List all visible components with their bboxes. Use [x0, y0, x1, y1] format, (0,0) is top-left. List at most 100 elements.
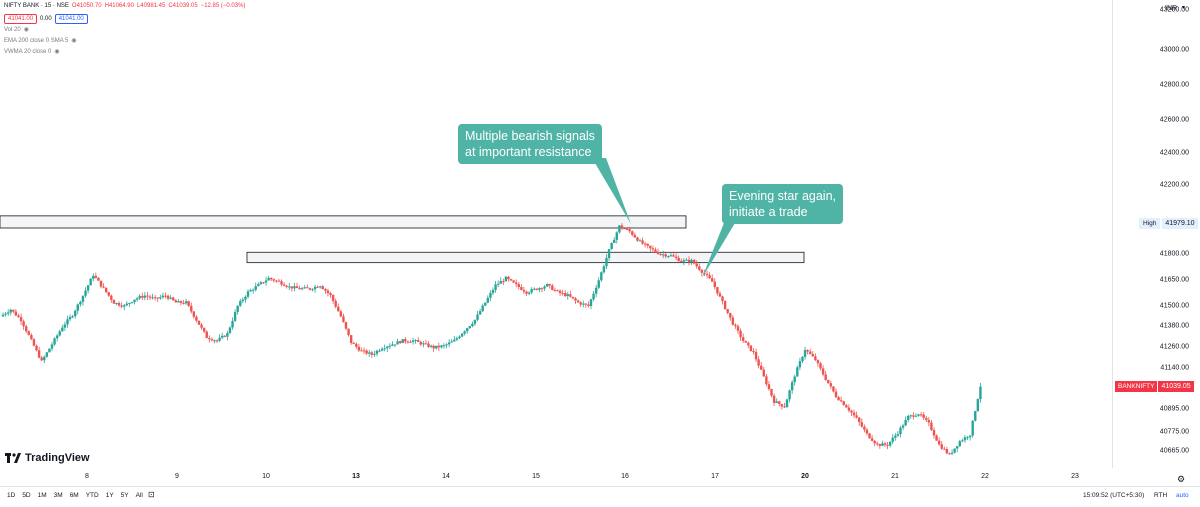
price-axis[interactable]: INR ▾ 43200.00 43000.00 42800.00 42600.00 42…: [1112, 0, 1200, 484]
trade-panel: 41041.00 0.00 41041.00: [4, 14, 88, 24]
candle-body: [698, 266, 701, 270]
candle-body: [945, 449, 949, 454]
candle-body: [643, 243, 647, 245]
candle-body: [837, 397, 840, 401]
candle-body: [422, 343, 425, 345]
candle-body: [432, 345, 435, 349]
clock-text: 15:09:52 (UTC+5:30): [1083, 492, 1145, 499]
candle-body: [961, 440, 964, 442]
candle-body: [233, 312, 237, 321]
currency-label[interactable]: INR: [1165, 5, 1178, 12]
timeframe-button[interactable]: 1M: [37, 492, 47, 499]
candle-body: [584, 303, 588, 305]
resistance-zone[interactable]: [246, 251, 805, 264]
buy-button[interactable]: 41041.00: [54, 14, 88, 24]
timeframe-button[interactable]: 6M: [69, 492, 79, 499]
timeframe-button[interactable]: YTD: [85, 492, 99, 499]
candle-body: [259, 282, 263, 285]
candle-body: [337, 306, 340, 312]
candle-body: [169, 297, 172, 299]
candle-body: [855, 415, 858, 418]
candle-body: [329, 293, 332, 296]
candle-body: [971, 420, 974, 436]
candle-body: [458, 336, 461, 339]
eye-icon[interactable]: ◉: [54, 49, 60, 55]
candle-body: [515, 282, 518, 285]
candle-body: [530, 289, 533, 293]
timeframe-button[interactable]: 3M: [53, 492, 63, 499]
candle-body: [370, 352, 373, 355]
candle-body: [174, 300, 177, 303]
resistance-zone[interactable]: [0, 215, 687, 229]
high-value: 41979.10: [1162, 218, 1198, 229]
eye-icon[interactable]: ◉: [23, 27, 29, 33]
candle-body: [886, 444, 889, 446]
candle-body: [587, 304, 590, 306]
candle-body: [282, 284, 286, 286]
candle-body: [576, 300, 580, 303]
timeframe-button[interactable]: 5D: [22, 492, 31, 499]
timeframe-button[interactable]: 5Y: [120, 492, 129, 499]
auto-scale-toggle[interactable]: auto: [1176, 492, 1189, 499]
indicator-legend-row[interactable]: VWMA 20 close 0 ◉: [4, 48, 60, 56]
candle-body: [311, 289, 314, 291]
candle-body: [228, 327, 232, 334]
candle-body: [551, 285, 554, 291]
indicator-legend-row[interactable]: EMA 200 close 0 SMA 5 ◉: [4, 37, 77, 45]
candle-body: [352, 343, 355, 345]
candle-body: [638, 240, 642, 242]
candle-body: [208, 338, 211, 340]
candle-body: [651, 248, 655, 250]
candle-body: [45, 352, 49, 357]
time-axis[interactable]: 8 9 10 13 14 15 16 17 20 21 22 23: [0, 468, 1112, 486]
candle-body: [257, 284, 260, 287]
candle-body: [35, 345, 38, 351]
candle-body: [914, 415, 918, 417]
tradingview-logo[interactable]: TradingView: [5, 452, 90, 464]
currency-dropdown-icon[interactable]: ▾: [1182, 5, 1186, 11]
goto-date-icon[interactable]: ⊡: [148, 490, 155, 499]
candle-body: [388, 345, 392, 347]
candle-body: [772, 395, 776, 403]
candle-body: [667, 256, 670, 258]
candle-body: [486, 297, 490, 303]
candle-body: [120, 305, 123, 307]
candle-body: [654, 249, 657, 252]
candle-body: [919, 414, 923, 416]
candle-body: [66, 319, 69, 325]
sell-button[interactable]: 41041.00: [4, 14, 38, 24]
candle-body: [968, 435, 972, 438]
chart-pane[interactable]: NIFTY BANK · 15 · NSE O41050.70 H41064.9…: [0, 0, 1112, 468]
candle-body: [182, 302, 185, 304]
candle-body: [187, 301, 190, 306]
indicator-legend-row[interactable]: Vol 20 ◉: [4, 26, 29, 34]
annotation-bearish-signals[interactable]: Multiple bearish signals at important re…: [458, 124, 602, 164]
session-toggle[interactable]: RTH: [1154, 492, 1168, 499]
annotation-evening-star[interactable]: Evening star again, initiate a trade: [722, 184, 844, 224]
candlestick-chart[interactable]: [0, 0, 1112, 468]
candle-body: [736, 326, 740, 331]
candle-body: [729, 312, 732, 318]
settings-gear-icon[interactable]: ⚙: [1177, 474, 1186, 484]
candle-body: [788, 390, 791, 400]
candle-body: [156, 297, 159, 299]
candle-body: [326, 290, 330, 294]
candle-body: [690, 259, 693, 263]
price-tick-label: 41380.00: [1159, 322, 1189, 330]
candle-body: [12, 309, 15, 312]
timeframe-button[interactable]: 1D: [7, 492, 16, 499]
candle-body: [166, 295, 170, 299]
candle-body: [117, 303, 121, 306]
candle-body: [37, 350, 41, 358]
timeframe-button[interactable]: 1Y: [105, 492, 114, 499]
candle-body: [360, 350, 363, 352]
candle-body: [752, 351, 755, 353]
price-tick-label: 42400.00: [1159, 149, 1189, 157]
timeframe-button[interactable]: All: [135, 492, 143, 499]
eye-icon[interactable]: ◉: [71, 38, 77, 44]
candle-body: [125, 303, 128, 306]
candle-body: [61, 327, 64, 332]
candle-body: [716, 287, 719, 294]
candle-body: [104, 287, 108, 293]
candle-body: [865, 429, 869, 434]
